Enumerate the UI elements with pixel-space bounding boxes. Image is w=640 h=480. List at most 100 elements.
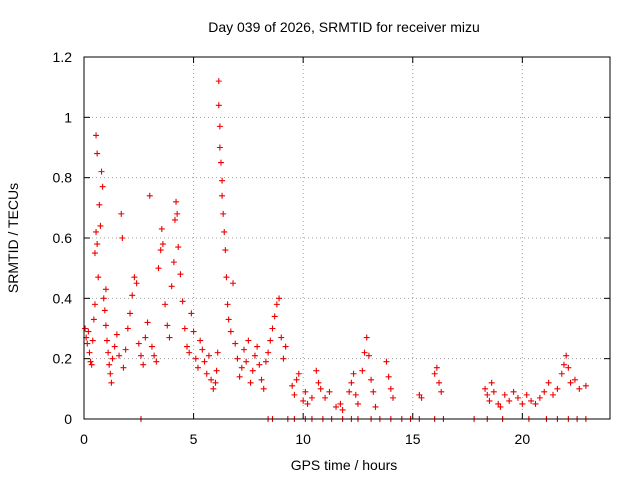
data-point xyxy=(190,328,197,335)
data-point xyxy=(269,325,276,332)
data-point xyxy=(148,343,155,350)
data-point xyxy=(214,349,221,356)
data-point xyxy=(173,198,180,205)
data-point xyxy=(140,361,147,368)
data-point xyxy=(383,358,390,365)
data-point xyxy=(563,352,570,359)
data-point xyxy=(144,319,151,326)
data-point xyxy=(217,159,224,166)
data-point xyxy=(100,295,107,302)
data-point xyxy=(536,394,543,401)
data-point xyxy=(497,403,504,410)
data-point xyxy=(313,367,320,374)
data-point xyxy=(210,385,217,392)
axis-ticks: 0 0.2 0.4 0.6 0.8 1 1.2 0 5 10 15 20 xyxy=(53,49,610,447)
data-point xyxy=(111,343,118,350)
data-point xyxy=(571,376,578,383)
data-point xyxy=(541,388,548,395)
data-point xyxy=(486,397,493,404)
data-point xyxy=(164,322,171,329)
x-axis-label: GPS time / hours xyxy=(291,457,398,473)
data-point xyxy=(265,349,272,356)
data-point xyxy=(208,376,215,383)
data-point xyxy=(197,337,204,344)
data-point xyxy=(308,394,315,401)
data-point xyxy=(90,316,97,323)
data-point xyxy=(168,283,175,290)
data-point xyxy=(166,334,173,341)
data-point xyxy=(158,225,165,232)
data-point xyxy=(137,352,144,359)
data-point xyxy=(243,358,250,365)
data-point xyxy=(554,385,561,392)
data-point xyxy=(276,295,283,302)
data-point xyxy=(102,322,109,329)
data-point xyxy=(215,78,222,85)
y-tick-label: 0.4 xyxy=(53,290,73,306)
data-point xyxy=(490,388,497,395)
data-point xyxy=(151,352,158,359)
y-tick-label: 0 xyxy=(64,411,72,427)
data-point xyxy=(295,370,302,377)
data-point xyxy=(175,244,182,251)
data-point xyxy=(96,201,103,208)
data-point xyxy=(326,388,333,395)
chart-title: Day 039 of 2026, SRMTID for receiver miz… xyxy=(208,19,480,35)
data-point xyxy=(89,337,96,344)
data-point xyxy=(95,274,102,281)
data-point xyxy=(142,334,149,341)
data-point xyxy=(251,352,258,359)
data-point xyxy=(108,379,115,386)
data-point xyxy=(135,340,142,347)
data-point xyxy=(576,385,583,392)
data-point xyxy=(232,340,239,347)
data-point xyxy=(528,397,535,404)
data-point xyxy=(501,391,508,398)
data-point xyxy=(359,367,366,374)
data-point xyxy=(101,307,108,314)
data-point xyxy=(436,379,443,386)
data-point xyxy=(302,388,309,395)
data-point xyxy=(337,400,344,407)
data-point xyxy=(484,391,491,398)
data-point xyxy=(304,400,311,407)
y-tick-label: 0.8 xyxy=(53,170,73,186)
data-point xyxy=(532,400,539,407)
data-point xyxy=(333,403,340,410)
data-point xyxy=(88,361,95,368)
data-point xyxy=(177,271,184,278)
data-point xyxy=(181,325,188,332)
data-point xyxy=(133,280,140,287)
data-point xyxy=(262,358,269,365)
data-point xyxy=(365,352,372,359)
data-point xyxy=(93,228,100,235)
data-point xyxy=(238,364,245,371)
data-point xyxy=(94,150,101,157)
data-point xyxy=(258,376,265,383)
data-point xyxy=(85,328,92,335)
y-tick-label: 1 xyxy=(64,109,72,125)
data-point xyxy=(582,382,589,389)
data-point xyxy=(91,250,98,257)
data-point xyxy=(254,343,261,350)
data-point xyxy=(188,310,195,317)
data-point xyxy=(317,385,324,392)
data-point xyxy=(514,394,521,401)
data-point xyxy=(186,349,193,356)
data-point xyxy=(545,379,552,386)
data-point xyxy=(273,301,280,308)
data-point xyxy=(322,394,329,401)
data-point xyxy=(221,228,228,235)
y-tick-label: 0.6 xyxy=(53,230,73,246)
data-point xyxy=(293,376,300,383)
data-point xyxy=(506,397,513,404)
data-point xyxy=(109,355,116,362)
data-point xyxy=(431,370,438,377)
data-point xyxy=(230,280,237,287)
data-point xyxy=(124,325,131,332)
data-point xyxy=(225,316,232,323)
data-point xyxy=(120,364,127,371)
data-point xyxy=(94,241,101,248)
data-point xyxy=(98,168,105,175)
data-point xyxy=(550,391,557,398)
